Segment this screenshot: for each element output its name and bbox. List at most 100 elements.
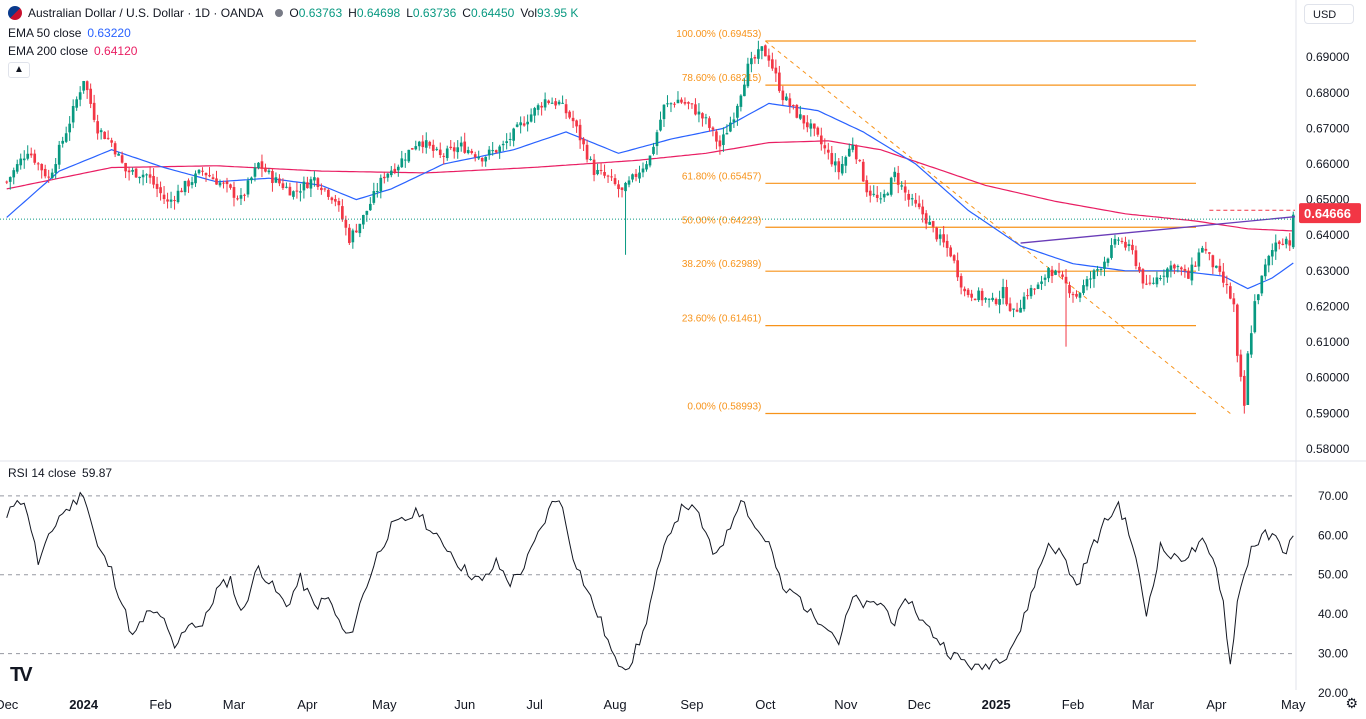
candle-body bbox=[585, 144, 589, 160]
candle-body bbox=[701, 113, 704, 119]
candle-body bbox=[428, 141, 432, 146]
price-pane-grid bbox=[0, 0, 1366, 690]
candle-body bbox=[1270, 250, 1274, 257]
candle-body bbox=[1246, 353, 1250, 405]
fib-level-label: 78.60% (0.68215) bbox=[682, 73, 762, 84]
candle-body bbox=[1036, 284, 1040, 289]
ema200-legend[interactable]: EMA 200 close 0.64120 bbox=[8, 44, 137, 58]
time-axis[interactable]: Dec 2024 Feb Mar Apr May Jun Jul Aug Sep Oct Nov Dec… bbox=[0, 697, 1306, 712]
candle-body bbox=[1071, 294, 1075, 296]
candle-body bbox=[599, 169, 603, 171]
ema200-line bbox=[6, 140, 1294, 232]
ohlc-label: L bbox=[406, 6, 413, 20]
candle-body bbox=[33, 153, 37, 163]
candle-body bbox=[875, 194, 879, 198]
candle-body bbox=[1022, 296, 1026, 310]
candle-body bbox=[257, 162, 260, 169]
candle-body bbox=[267, 170, 271, 173]
candle-body bbox=[645, 164, 648, 170]
rsi-axis[interactable]: 20.00 30.00 40.00 50.00 60.00 70.00 bbox=[1318, 489, 1348, 700]
candle-body bbox=[1106, 258, 1110, 263]
candle-body bbox=[743, 84, 746, 97]
candle-body bbox=[1082, 285, 1085, 294]
candle-body bbox=[886, 193, 890, 196]
fib-level-label: 38.20% (0.62989) bbox=[682, 259, 762, 270]
candle-body bbox=[882, 193, 886, 198]
settings-gear-icon[interactable]: ⚙ bbox=[1345, 695, 1358, 711]
last-price-badge bbox=[1299, 203, 1361, 224]
candle-body bbox=[1169, 265, 1173, 271]
time-tick-label: May bbox=[1281, 697, 1306, 712]
candle-body bbox=[1113, 238, 1117, 245]
candle-body bbox=[1228, 286, 1232, 299]
candle-body bbox=[480, 157, 484, 162]
candle-body bbox=[218, 182, 222, 186]
candle-body bbox=[736, 105, 739, 118]
candle-body bbox=[994, 298, 998, 305]
candle-body bbox=[302, 181, 306, 191]
candle-body bbox=[351, 230, 355, 243]
time-tick-label: Nov bbox=[834, 697, 858, 712]
candle-body bbox=[879, 198, 883, 200]
rsi-label: RSI 14 close bbox=[8, 466, 77, 480]
candle-body bbox=[704, 117, 708, 119]
candle-body bbox=[442, 155, 446, 157]
candle-body bbox=[851, 145, 855, 150]
candle-body bbox=[1134, 250, 1138, 267]
candle-body bbox=[176, 190, 180, 203]
ema50-legend[interactable]: EMA 50 close 0.63220 bbox=[8, 26, 131, 40]
candle-body bbox=[1162, 275, 1166, 277]
candle-body bbox=[1281, 243, 1285, 245]
candle-body bbox=[1190, 264, 1194, 281]
tradingview-logo-icon[interactable]: TV bbox=[10, 664, 32, 686]
candle-body bbox=[1078, 293, 1082, 298]
candle-body bbox=[606, 175, 610, 177]
candle-body bbox=[452, 147, 456, 152]
candle-body bbox=[816, 127, 820, 135]
candle-body bbox=[330, 197, 334, 201]
candle-body bbox=[421, 141, 425, 148]
candle-body bbox=[155, 183, 159, 189]
candle-body bbox=[949, 247, 952, 257]
currency-select[interactable]: USD bbox=[1304, 4, 1354, 24]
candle-body bbox=[788, 98, 792, 107]
ohlc-label: C bbox=[462, 6, 471, 20]
candle-body bbox=[512, 128, 515, 141]
candle-body bbox=[812, 123, 816, 129]
candle-body bbox=[375, 191, 379, 193]
candle-body bbox=[1166, 268, 1169, 278]
candle-body bbox=[1001, 286, 1005, 299]
candle-body bbox=[47, 176, 51, 178]
candle-body bbox=[519, 122, 522, 126]
candle-body bbox=[131, 169, 134, 172]
candle-body bbox=[655, 132, 659, 147]
rsi-tick-label: 50.00 bbox=[1318, 568, 1348, 582]
candle-body bbox=[987, 298, 991, 300]
candle-body bbox=[624, 182, 627, 192]
candle-body bbox=[211, 177, 215, 180]
candle-body bbox=[110, 140, 113, 143]
candle-body bbox=[89, 88, 92, 104]
candle-body bbox=[1260, 275, 1264, 294]
candle-body bbox=[169, 199, 173, 202]
time-tick-label: May bbox=[372, 697, 397, 712]
candle-body bbox=[865, 180, 869, 193]
candle-body bbox=[1222, 271, 1225, 283]
candle-body bbox=[1152, 282, 1155, 284]
collapse-legend-button[interactable]: ▲ bbox=[8, 62, 30, 78]
candle-body bbox=[847, 148, 851, 157]
candle-body bbox=[243, 194, 246, 196]
candle-body bbox=[487, 149, 491, 156]
symbol-legend[interactable]: Australian Dollar / U.S. Dollar · 1D · O… bbox=[8, 6, 578, 20]
candle-body bbox=[823, 145, 827, 149]
price-tick-label: 0.67000 bbox=[1306, 121, 1350, 135]
candle-body bbox=[1005, 287, 1008, 305]
candle-body bbox=[1117, 239, 1120, 241]
candle-body bbox=[750, 58, 753, 65]
price-axis[interactable]: 0.58000 0.59000 0.60000 0.61000 0.62000 0.630… bbox=[0, 50, 1361, 456]
candle-body bbox=[43, 168, 47, 177]
candle-body bbox=[844, 157, 848, 166]
candle-body bbox=[764, 45, 767, 57]
rsi-legend[interactable]: RSI 14 close 59.87 bbox=[8, 466, 112, 480]
